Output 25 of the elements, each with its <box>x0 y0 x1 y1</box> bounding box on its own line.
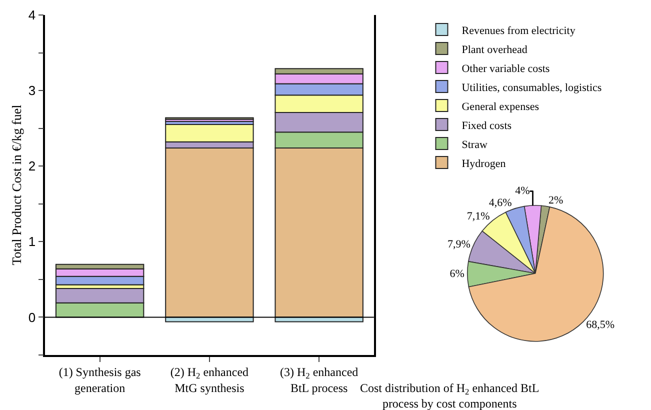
legend-label: Utilities, consumables, logistics <box>462 82 602 94</box>
legend-label: Fixed costs <box>462 120 512 132</box>
data-label: 7,9% <box>447 238 470 250</box>
data-label: 7,1% <box>466 210 490 223</box>
data-label: 4% <box>515 185 530 198</box>
data-label: 2% <box>548 194 564 206</box>
legend-label: Straw <box>462 138 488 151</box>
legend-label: Other variable costs <box>462 62 550 75</box>
legend-label: Hydrogen <box>462 158 506 170</box>
y-axis-title: Total Product Cost in €/kg fuel <box>8 104 24 266</box>
legend-label: Revenues from electricity <box>462 24 576 37</box>
legend-label: Plant overhead <box>462 44 528 56</box>
data-label: 4,6% <box>488 197 512 210</box>
text: Cost distribution of H$_{2}$ enhanced BtL process by cost components <box>360 381 540 410</box>
data-label: 6% <box>450 268 464 280</box>
y-tick-label: 2 <box>28 158 36 174</box>
x-tick-label: (1) Synthesis gas generation <box>58 365 142 395</box>
legend-label: General expenses <box>462 100 540 113</box>
y-tick-label: 4 <box>28 8 36 23</box>
y-tick-label: 3 <box>28 83 36 98</box>
y-tick-label: 0 <box>28 310 36 325</box>
y-tick-label: 1 <box>28 234 36 250</box>
x-tick-label: (2) H$_{2}$ enhanced MtG synthesis <box>170 365 249 395</box>
x-tick-label: (3) H$_{2}$ enhanced BtL process <box>280 365 358 395</box>
data-label: 68,5% <box>586 318 615 331</box>
